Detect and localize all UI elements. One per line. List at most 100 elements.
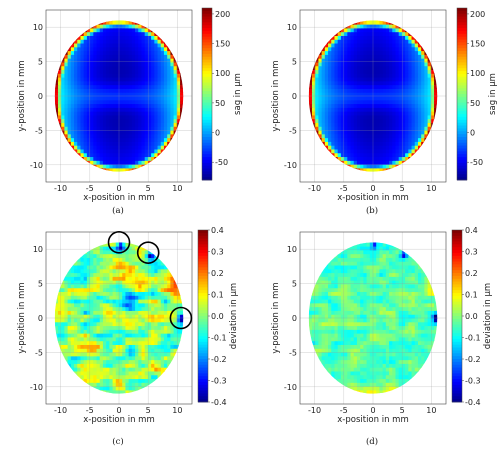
colorbar-segment [457, 125, 467, 129]
colorbar-segment [452, 379, 462, 383]
colorbar-tick-label: 0.2 [465, 269, 478, 278]
x-tick-label: -10 [308, 406, 321, 415]
x-axis-label: x-position in mm [83, 193, 154, 203]
colorbar-segment [202, 162, 212, 167]
colorbar-segment [452, 264, 462, 268]
colorbar-segment [198, 359, 208, 363]
x-tick-label: -5 [86, 184, 94, 193]
colorbar-segment [202, 42, 212, 46]
colorbar-segment [452, 384, 462, 389]
colorbar-segment [198, 324, 208, 328]
colorbar-segment [457, 42, 467, 46]
colorbar-segment [202, 62, 212, 66]
colorbar-segment [457, 16, 467, 20]
colorbar-tick-label: 0.0 [211, 312, 224, 321]
colorbar-segment [452, 247, 462, 251]
colorbar-segment [457, 162, 467, 167]
colorbar-segment [457, 10, 467, 15]
colorbar-segment [457, 174, 467, 178]
colorbar-tick-label: 0.1 [465, 291, 478, 300]
colorbar-segment [202, 157, 212, 161]
colorbar-tick-label: 50 [215, 99, 225, 108]
colorbar-segment [202, 154, 212, 158]
colorbar-segment [198, 333, 208, 337]
colorbar-segment [198, 353, 208, 357]
colorbar-segment [202, 53, 212, 58]
colorbar-tick-label: 0.2 [211, 269, 224, 278]
colorbar-segment [452, 324, 462, 328]
colorbar-segment [452, 258, 462, 262]
colorbar-tick-label: 0.1 [211, 291, 224, 300]
colorbar-segment [457, 157, 467, 161]
colorbar-segment [457, 56, 467, 60]
colorbar-segment [198, 298, 208, 303]
x-tick-label: 5 [146, 406, 151, 415]
colorbar-tick-label: 0.3 [211, 248, 224, 257]
colorbar: 0.4 0.3 0.2 0.1 0.0 -0.1 -0.2 -0.3 -0.4 deviation… [451, 226, 493, 407]
heatmap-cells [308, 20, 438, 172]
colorbar-tick-label: 0.0 [465, 312, 478, 321]
colorbar-segment [452, 241, 462, 245]
colorbar-tick-label: -0.2 [211, 355, 227, 364]
colorbar-segment [198, 373, 208, 377]
colorbar-segment [452, 250, 462, 254]
colorbar-segment [198, 250, 208, 254]
colorbar-segment [452, 273, 462, 277]
colorbar-segment [457, 171, 467, 175]
colorbar-segment [452, 232, 462, 237]
colorbar-segment [198, 384, 208, 389]
colorbar-segment [457, 134, 467, 138]
colorbar-segment [198, 304, 208, 308]
colorbar-segment [198, 281, 208, 285]
colorbar-tick-label: 0 [215, 129, 220, 138]
colorbar-segment [202, 134, 212, 138]
colorbar-segment [198, 293, 208, 297]
colorbar-segment [198, 341, 208, 346]
colorbar-segment [202, 71, 212, 75]
panel-d: -10 -5 0 5 10 -10 -5 0 5 10 x-position in mm y-posi… [271, 226, 493, 447]
colorbar-label: sag in µm [233, 73, 243, 115]
colorbar-segment [198, 275, 208, 280]
colorbar-segment [457, 102, 467, 106]
colorbar-segment [202, 45, 212, 49]
colorbar-segment [457, 145, 467, 149]
colorbar-tick-label: -50 [215, 158, 228, 167]
colorbar-label: deviation in µm [229, 283, 239, 349]
colorbar-tick-label: 100 [215, 69, 230, 78]
colorbar-segment [198, 364, 208, 368]
colorbar-segment [457, 71, 467, 75]
colorbar-segment [457, 39, 467, 43]
colorbar-segment [457, 94, 467, 98]
colorbar-segment [198, 290, 208, 294]
x-tick-label: 0 [370, 406, 375, 415]
colorbar-segment [457, 159, 467, 164]
y-tick-label: -5 [35, 126, 43, 135]
colorbar-segment [457, 119, 467, 124]
colorbar-segment [457, 154, 467, 158]
colorbar: -50 0 50 100 150 200 sag in µm [456, 7, 498, 181]
colorbar-segment [452, 295, 462, 300]
colorbar-segment [202, 148, 212, 152]
colorbar-segment [198, 238, 208, 242]
colorbar-segment [452, 244, 462, 248]
colorbar-segment [457, 19, 467, 23]
colorbar-segment [457, 30, 467, 35]
colorbar-segment [198, 381, 208, 386]
colorbar-segment [198, 356, 208, 360]
colorbar-segment [457, 28, 467, 32]
colorbar-segment [202, 51, 212, 55]
colorbar-segment [198, 244, 208, 248]
colorbar-segment [202, 99, 212, 103]
y-tick-label: 0 [292, 92, 297, 101]
colorbar-segment [457, 85, 467, 89]
colorbar-segment [202, 159, 212, 164]
colorbar-segment [452, 313, 462, 317]
colorbar-segment [452, 356, 462, 360]
colorbar-segment [202, 145, 212, 149]
axes-frame [45, 9, 193, 183]
colorbar-segment [198, 310, 208, 314]
colorbar-segment [202, 105, 212, 109]
x-axis-label: x-position in mm [83, 415, 154, 425]
colorbar-segment [202, 39, 212, 43]
